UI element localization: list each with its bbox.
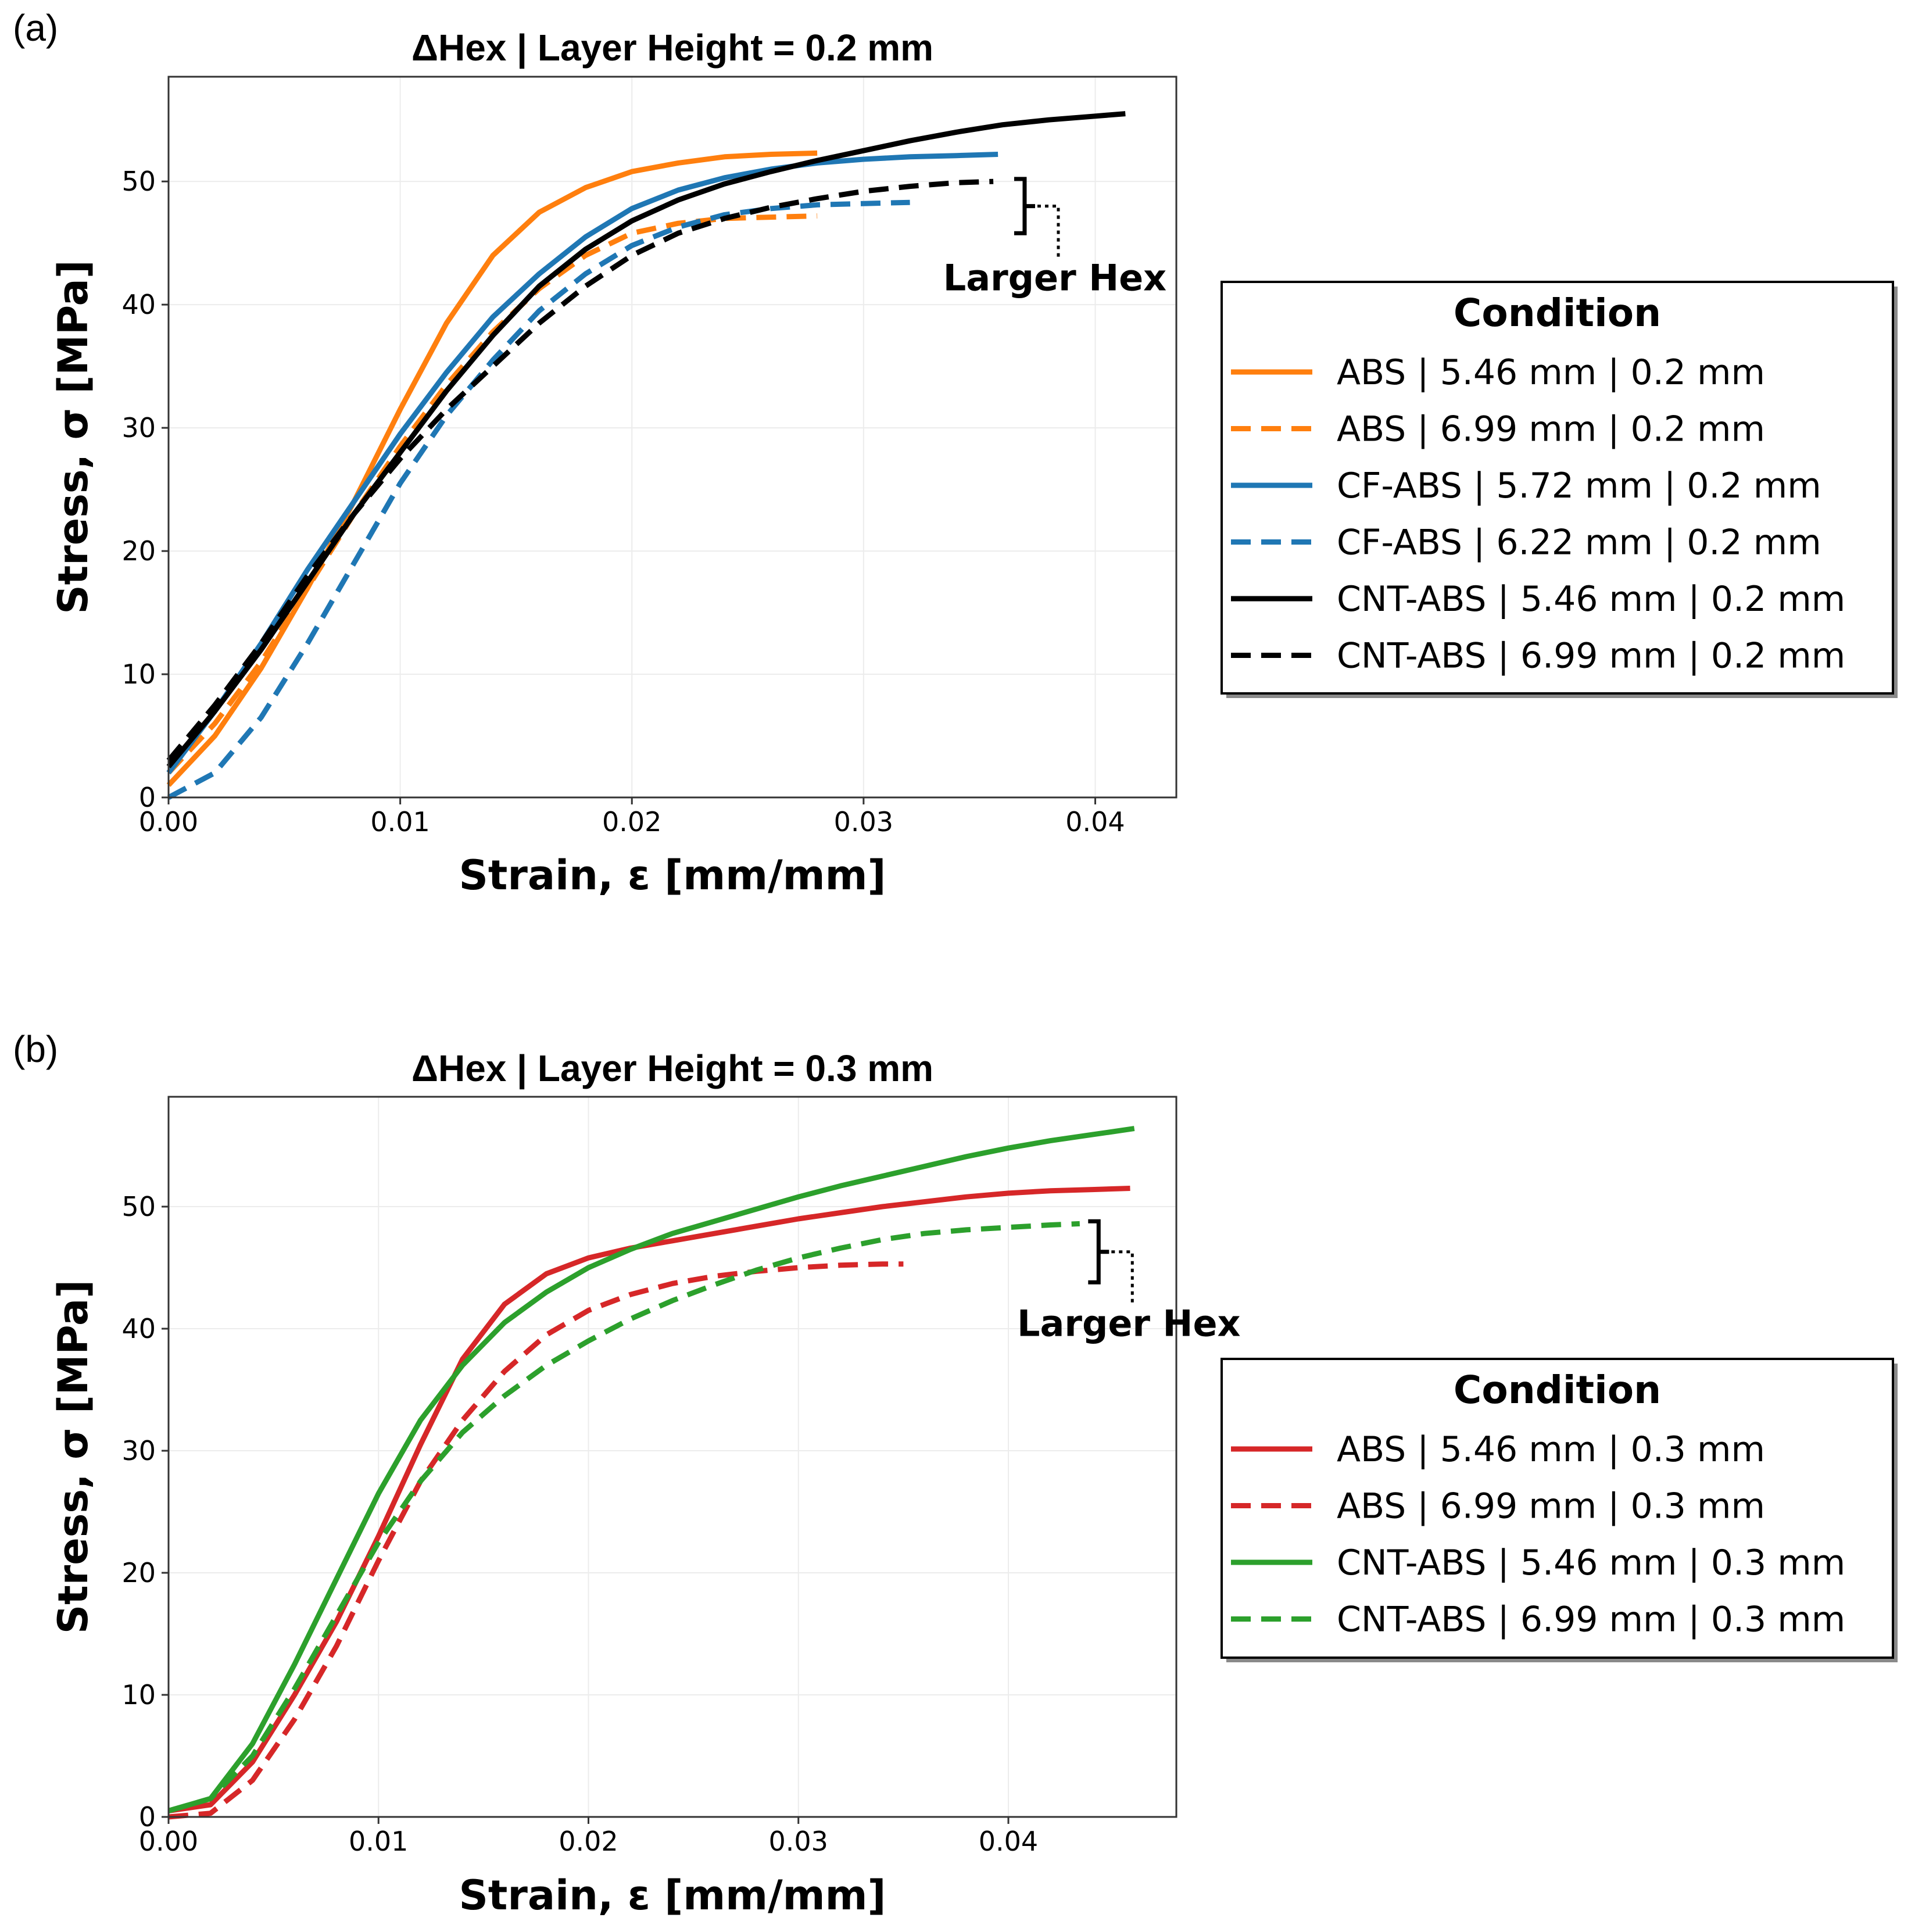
y-tick-label: 50 bbox=[121, 1191, 156, 1222]
panel-label: (b) bbox=[13, 1028, 58, 1070]
panel-b: (b) ΔHex | Layer Height = 0.3 mm 0.00 0.01 0… bbox=[13, 1028, 1898, 1919]
series-line-1 bbox=[168, 1186, 1130, 1813]
legend-entry-label: CNT-ABS | 6.99 mm | 0.2 mm bbox=[1337, 636, 1845, 677]
x-tick-label: 0.01 bbox=[349, 1826, 408, 1857]
legend-box bbox=[1221, 1358, 1894, 1659]
legend-entry-label: CF-ABS | 5.72 mm | 0.2 mm bbox=[1337, 466, 1821, 506]
x-tick-label: 0.00 bbox=[139, 806, 198, 838]
series-line-2 bbox=[168, 1261, 904, 1820]
plot-frame bbox=[167, 1096, 1177, 1818]
y-tick-label: 10 bbox=[121, 1679, 156, 1711]
y-tick-label: 40 bbox=[121, 1313, 156, 1344]
x-tick-label: 0.02 bbox=[602, 806, 661, 838]
annotation-label: Larger Hex bbox=[1017, 1303, 1240, 1345]
legend-entry-label: CNT-ABS | 6.99 mm | 0.3 mm bbox=[1337, 1600, 1845, 1640]
series-line-4 bbox=[167, 1221, 1080, 1813]
x-axis-label: Strain, ε [mm/mm] bbox=[459, 1872, 886, 1919]
series-line-1 bbox=[166, 150, 818, 787]
x-tick-label: 0.03 bbox=[834, 806, 893, 838]
chart-title: ΔHex | Layer Height = 0.2 mm bbox=[411, 27, 933, 69]
panel-a: (a) ΔHex | Layer Height = 0.2 mm 0.00 0.01 0… bbox=[13, 7, 1898, 899]
series-line-3 bbox=[166, 152, 998, 775]
y-axis-label: Stress, σ [MPa] bbox=[49, 260, 97, 614]
annotation-label: Larger Hex bbox=[943, 257, 1166, 299]
y-tick-label: 10 bbox=[121, 659, 156, 690]
x-tick-label: 0.00 bbox=[139, 1826, 198, 1857]
x-tick-label: 0.01 bbox=[370, 806, 430, 838]
y-tick-label: 30 bbox=[121, 1435, 156, 1466]
x-tick-label: 0.03 bbox=[769, 1826, 828, 1857]
y-tick-label: 20 bbox=[121, 535, 156, 567]
series-line-4 bbox=[167, 199, 910, 800]
y-tick-label: 0 bbox=[139, 782, 156, 813]
legend-entry-label: CF-ABS | 6.22 mm | 0.2 mm bbox=[1337, 523, 1821, 563]
y-tick-label: 0 bbox=[139, 1801, 156, 1833]
series-line-6 bbox=[166, 178, 994, 763]
legend-entry-label: ABS | 5.46 mm | 0.3 mm bbox=[1337, 1429, 1765, 1470]
bracket-shape bbox=[1088, 1219, 1101, 1285]
y-tick-label: 40 bbox=[121, 289, 156, 320]
bracket-shape bbox=[1014, 177, 1027, 235]
y-tick-label: 50 bbox=[121, 166, 156, 197]
y-axis-label: Stress, σ [MPa] bbox=[49, 1280, 97, 1634]
legend-entry-label: ABS | 6.99 mm | 0.2 mm bbox=[1337, 409, 1765, 450]
legend-entry-label: ABS | 5.46 mm | 0.2 mm bbox=[1337, 352, 1765, 393]
panel-label: (a) bbox=[13, 7, 58, 49]
legend-entry-label: CNT-ABS | 5.46 mm | 0.3 mm bbox=[1337, 1543, 1845, 1583]
x-tick-label: 0.04 bbox=[979, 1826, 1038, 1857]
legend-entry-label: ABS | 6.99 mm | 0.3 mm bbox=[1337, 1486, 1765, 1527]
bracket-dotted-leader bbox=[1111, 1250, 1134, 1304]
x-tick-label: 0.04 bbox=[1065, 806, 1125, 838]
legend-title: Condition bbox=[1454, 291, 1661, 335]
x-tick-label: 0.02 bbox=[559, 1826, 618, 1857]
y-tick-label: 30 bbox=[121, 412, 156, 443]
series-line-2 bbox=[166, 213, 818, 775]
series-line-5 bbox=[166, 111, 1126, 768]
bracket-dotted-leader bbox=[1037, 205, 1060, 259]
legend-box bbox=[1221, 281, 1894, 695]
legend-entry-label: CNT-ABS | 5.46 mm | 0.2 mm bbox=[1337, 579, 1845, 620]
plot-frame bbox=[167, 76, 1177, 799]
y-tick-label: 20 bbox=[121, 1557, 156, 1588]
legend-title: Condition bbox=[1454, 1368, 1661, 1412]
x-axis-label: Strain, ε [mm/mm] bbox=[459, 851, 886, 899]
series-line-3 bbox=[167, 1126, 1135, 1813]
chart-title: ΔHex | Layer Height = 0.3 mm bbox=[411, 1047, 933, 1090]
